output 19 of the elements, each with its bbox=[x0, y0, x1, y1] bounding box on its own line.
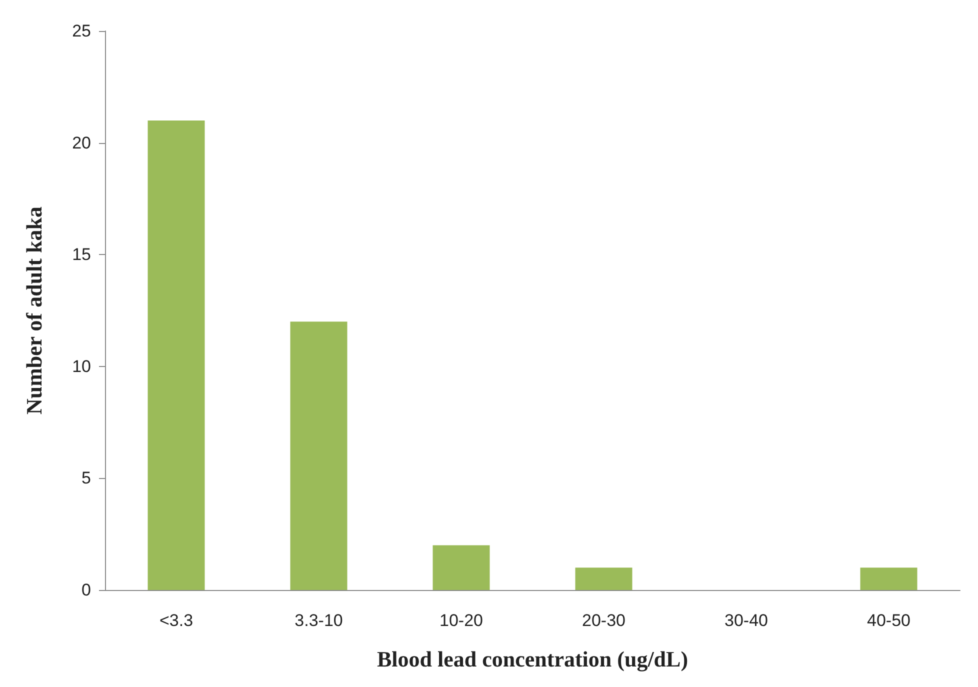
x-axis-title: Blood lead concentration (ug/dL) bbox=[376, 646, 688, 672]
x-tick-label: 20-30 bbox=[582, 611, 626, 630]
bar bbox=[432, 545, 490, 590]
x-tick-label: 3.3-10 bbox=[294, 611, 343, 630]
x-tick-label: <3.3 bbox=[159, 611, 194, 630]
y-tick-label: 10 bbox=[72, 356, 91, 376]
bar bbox=[860, 568, 918, 590]
bar bbox=[290, 322, 348, 590]
bar bbox=[575, 568, 632, 590]
y-tick-label: 5 bbox=[82, 468, 91, 488]
x-tick-label: 10-20 bbox=[440, 611, 483, 630]
y-tick-label: 25 bbox=[72, 22, 91, 40]
x-tick-label: 30-40 bbox=[724, 611, 768, 630]
bar bbox=[148, 120, 205, 590]
y-tick-label: 0 bbox=[82, 580, 91, 600]
y-tick-label: 15 bbox=[72, 245, 91, 264]
y-tick-label: 20 bbox=[72, 133, 91, 152]
y-axis-title: Number of adult kaka bbox=[22, 206, 46, 415]
x-tick-label: 40-50 bbox=[867, 611, 910, 630]
